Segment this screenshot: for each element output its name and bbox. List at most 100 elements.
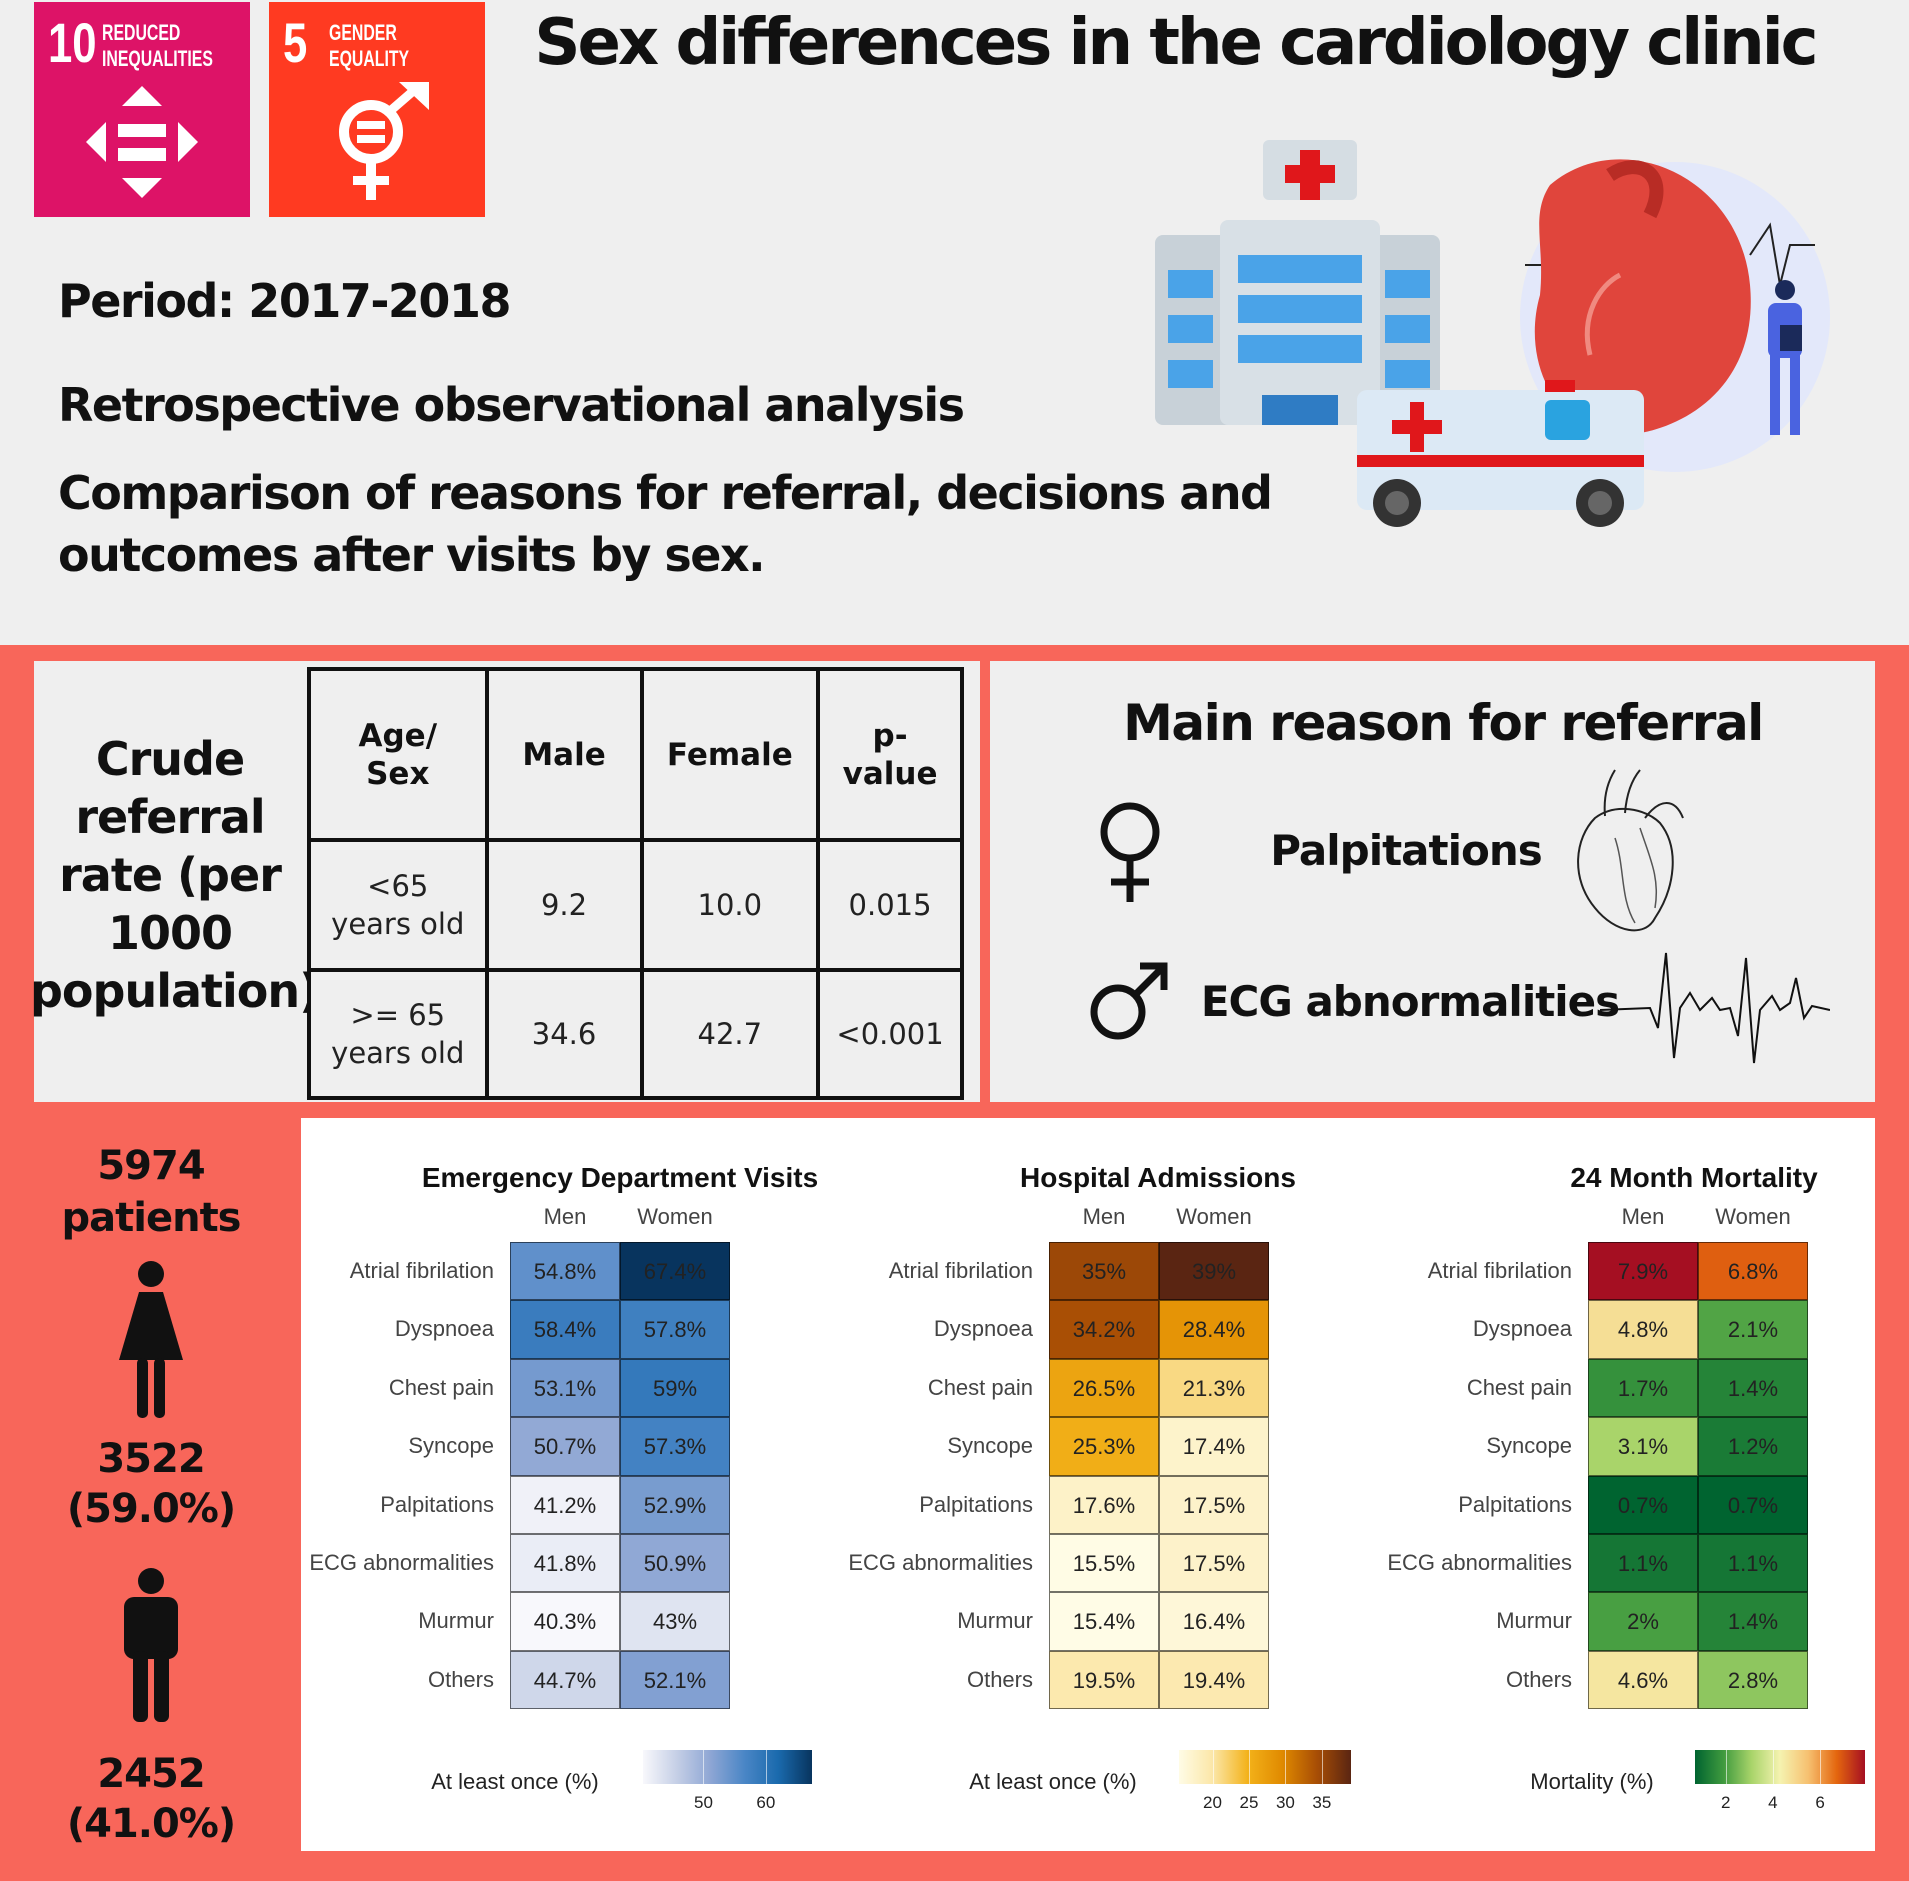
row-label: Syncope (947, 1433, 1033, 1459)
aim-text-line2: outcomes after visits by sex. (58, 528, 766, 582)
gender-equality-icon (339, 82, 429, 200)
legend-color-bar (643, 1750, 812, 1784)
column-header: Women (637, 1204, 713, 1229)
heatmap-cell: 1.1% (1588, 1534, 1698, 1593)
legend-tick-mark (1212, 1750, 1214, 1784)
legend-tick-label: 6 (1815, 1793, 1825, 1812)
heatmap-cell: 40.3% (510, 1592, 620, 1651)
legend-tick-mark (765, 1750, 767, 1784)
heatmap-cell: 41.2% (510, 1475, 620, 1534)
crude-rate-table: Age/ Sex Male Female p-value <65 years o… (307, 667, 964, 1100)
legend-color-bar (1695, 1750, 1865, 1784)
female-main-reason: Palpitations (1270, 826, 1542, 875)
heatmap-cell: 39% (1159, 1242, 1269, 1301)
ambulance-icon (1357, 380, 1644, 527)
heatmap-cell: 19.4% (1159, 1650, 1269, 1710)
column-header: Women (1176, 1204, 1252, 1229)
heatmap-cell: 52.1% (620, 1650, 730, 1710)
heatmap-cell: 2.1% (1698, 1300, 1808, 1359)
row-label: Chest pain (927, 1374, 1033, 1400)
legend-tick-label: 2 (1720, 1793, 1731, 1812)
sdg-10-label-2: INEQUALITIES (102, 46, 213, 71)
heatmap-title: 24 Month Mortality (1570, 1162, 1818, 1193)
legend-tick-label: 60 (756, 1793, 776, 1812)
heatmap-cell: 50.7% (510, 1417, 620, 1476)
legend-tick-label: 20 (1203, 1793, 1222, 1812)
column-header: Men (1082, 1204, 1126, 1229)
female-symbol-icon (1100, 802, 1160, 902)
legend-tick-label: 35 (1312, 1793, 1332, 1812)
legend-tick-mark (1248, 1750, 1250, 1784)
anatomical-heart-icon (1577, 769, 1684, 932)
heatmap-cell: 43% (620, 1592, 730, 1651)
heatmap-cell: 1.4% (1698, 1358, 1808, 1418)
row-label: Others (427, 1666, 494, 1692)
heatmap-cell: 7.9% (1588, 1242, 1698, 1301)
heatmap-cell: 44.7% (510, 1650, 620, 1710)
heatmap-cell: 2.8% (1698, 1650, 1808, 1710)
heatmap-cell: 57.8% (620, 1300, 730, 1359)
row-label: Murmur (957, 1608, 1033, 1634)
heatmap-cell: 67.4% (620, 1242, 730, 1301)
row-label: ECG abnormalities (309, 1550, 494, 1575)
heatmap-cell: 34.2% (1049, 1300, 1159, 1359)
legend-tick-label: 25 (1239, 1793, 1259, 1812)
legend-title: At least once (%) (969, 1769, 1137, 1794)
heatmap-cell: 2% (1588, 1592, 1698, 1651)
study-type-text: Retrospective observational analysis (58, 378, 965, 432)
heatmap-cell: 41.8% (510, 1534, 620, 1593)
legend-color-bar (1179, 1750, 1351, 1784)
heatmap-cell: 6.8% (1698, 1242, 1808, 1301)
column-header: Women (1715, 1204, 1791, 1229)
men-count: 2452 (41.0%) (66, 1751, 236, 1847)
heatmap-cell: 4.8% (1588, 1300, 1698, 1359)
row-label: ECG abnormalities (848, 1550, 1033, 1575)
legend-tick-label: 4 (1768, 1793, 1778, 1812)
legend-tick-mark (1772, 1750, 1774, 1784)
women-count: 3522 (59.0%) (66, 1436, 236, 1532)
heatmap-cell: 53.1% (510, 1358, 620, 1418)
row-label: Murmur (1496, 1608, 1572, 1634)
row-label: Syncope (408, 1433, 494, 1459)
header-female: Female (639, 667, 821, 842)
row-label: Dyspnoea (933, 1316, 1033, 1342)
row-label: Chest pain (1466, 1374, 1572, 1400)
heatmap-title: Hospital Admissions (1020, 1162, 1296, 1193)
ecg-waveform-icon (1600, 952, 1830, 1064)
male-main-reason: ECG abnormalities (1200, 977, 1620, 1026)
column-header: Men (543, 1204, 587, 1229)
heatmap-cell: 35% (1049, 1242, 1159, 1301)
heatmap-cell: 15.4% (1049, 1592, 1159, 1651)
man-icon (124, 1568, 178, 1722)
heatmap-cell: 50.9% (620, 1534, 730, 1593)
row-label: Syncope (1486, 1433, 1572, 1459)
legend-tick-mark (703, 1750, 705, 1784)
legend-tick-mark (1725, 1750, 1727, 1784)
row-label: Chest pain (388, 1374, 494, 1400)
sdg-5-badge: 5 GENDER EQUALITY (269, 2, 485, 217)
heatmap-cell: 57.3% (620, 1417, 730, 1476)
heatmap-cell: 17.4% (1159, 1417, 1269, 1476)
row-label: Dyspnoea (1472, 1316, 1572, 1342)
row-label: Atrial fibrilation (349, 1258, 494, 1283)
legend-tick-label: 50 (694, 1793, 713, 1812)
heatmap-cell: 0.7% (1588, 1475, 1698, 1534)
page-title: Sex differences in the cardiology clinic (534, 6, 1818, 80)
heatmap-cell: 16.4% (1159, 1592, 1269, 1651)
row-label: Murmur (418, 1608, 494, 1634)
column-header: Men (1621, 1204, 1665, 1229)
heatmap-cell: 17.6% (1049, 1475, 1159, 1534)
legend-tick-mark (1321, 1750, 1323, 1784)
row-label: Palpitations (1458, 1491, 1572, 1517)
reduced-inequalities-icon (86, 86, 198, 198)
heatmap-cell: 21.3% (1159, 1358, 1269, 1418)
table-header-row: Age/ Sex Male Female p-value (307, 667, 964, 842)
sdg-10-badge: 10 REDUCED INEQUALITIES (34, 2, 250, 217)
heatmap-cell: 0.7% (1698, 1475, 1808, 1534)
header-male: Male (484, 667, 644, 842)
heatmap-cell: 26.5% (1049, 1358, 1159, 1418)
heatmap-cell: 1.4% (1698, 1592, 1808, 1651)
sdg-10-label-1: REDUCED (102, 20, 181, 45)
period-text: Period: 2017-2018 (58, 274, 511, 328)
crude-rate-label: Crude referral rate (per 1000 population… (30, 732, 320, 1018)
